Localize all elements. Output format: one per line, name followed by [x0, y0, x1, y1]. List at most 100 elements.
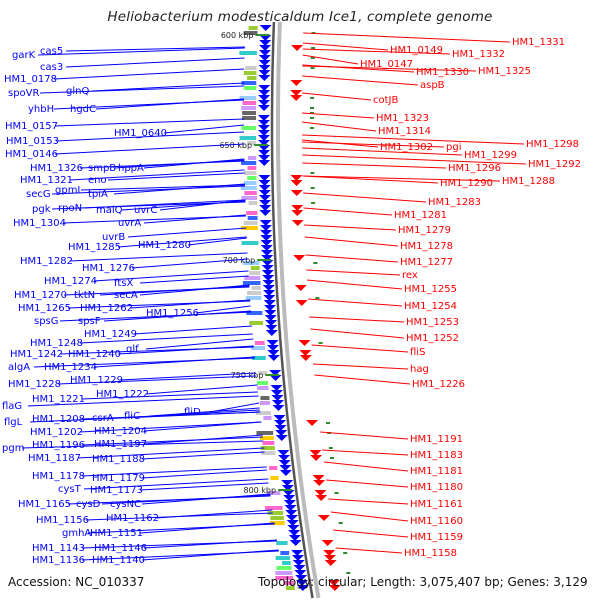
feature-block — [247, 76, 257, 80]
gc-marker — [310, 57, 315, 59]
forward-gene-label: HM1_1285 — [68, 242, 121, 253]
gc-marker — [338, 522, 343, 524]
forward-gene-arrow — [265, 325, 278, 331]
scale-tick-label: 750 kbp — [231, 371, 264, 380]
reverse-gene-label: HM1_1283 — [428, 197, 481, 208]
gc-marker — [311, 47, 316, 49]
gc-marker — [310, 112, 315, 114]
reverse-gene-arrow — [293, 255, 306, 261]
forward-gene-arrow — [281, 485, 294, 491]
forward-gene-label: HM1_1256 — [146, 308, 199, 319]
reverse-leader-line — [309, 316, 405, 323]
forward-gene-arrow — [258, 160, 271, 166]
gc-marker — [328, 447, 333, 449]
reverse-gene-arrow — [328, 585, 341, 591]
forward-gene-label: eno — [88, 175, 107, 186]
feature-block — [260, 446, 275, 450]
reverse-leader-line — [326, 479, 409, 488]
reverse-leader-line — [304, 224, 397, 231]
forward-leader-line — [141, 549, 279, 561]
reverse-gene-arrow — [312, 475, 325, 481]
scale-tick-label: 800 kbp — [243, 486, 276, 495]
forward-leader-line — [53, 68, 245, 80]
reverse-gene-label: HM1_1160 — [410, 516, 463, 527]
forward-leader-line — [139, 275, 249, 284]
forward-gene-label: cysNC — [110, 499, 141, 510]
forward-gene-label: HM1_1240 — [68, 349, 121, 360]
forward-leader-line — [83, 478, 269, 490]
forward-gene-arrow — [259, 40, 272, 46]
feature-block — [251, 346, 265, 350]
forward-gene-label: hgdC — [70, 104, 96, 115]
forward-gene-arrow — [257, 130, 270, 136]
forward-gene-arrow — [261, 265, 274, 271]
feature-block — [270, 476, 279, 480]
forward-gene-label: pgk — [32, 204, 51, 215]
feature-block — [249, 321, 264, 325]
forward-gene-arrow — [283, 500, 296, 506]
forward-leader-line — [141, 469, 267, 479]
feature-block — [243, 86, 257, 90]
forward-gene-arrow — [264, 315, 277, 321]
reverse-gene-arrow — [317, 515, 330, 521]
gc-marker — [313, 262, 318, 264]
forward-leader-line — [93, 270, 249, 282]
feature-block — [243, 171, 257, 175]
forward-gene-label: cas5 — [40, 46, 63, 57]
reverse-leader-line — [302, 175, 501, 182]
reverse-gene-arrow — [295, 300, 308, 306]
forward-gene-arrow — [292, 560, 305, 566]
reverse-leader-line — [302, 147, 463, 156]
reverse-gene-arrow — [299, 350, 312, 356]
feature-block — [246, 311, 263, 315]
reverse-leader-line — [304, 236, 399, 247]
forward-leader-line — [95, 98, 245, 110]
forward-leader-line — [209, 402, 260, 413]
reverse-gene-arrow — [294, 285, 307, 291]
forward-leader-line — [127, 227, 247, 238]
forward-gene-arrow — [266, 340, 279, 346]
forward-leader-line — [107, 172, 245, 181]
reverse-leader-line — [322, 449, 409, 456]
forward-gene-arrow — [260, 230, 273, 236]
feature-block — [241, 106, 257, 110]
feature-block — [241, 126, 256, 130]
forward-gene-label: HM1_1222 — [96, 389, 149, 400]
forward-leader-line — [79, 333, 253, 344]
forward-gene-arrow — [275, 435, 288, 441]
forward-gene-label: HM1_1321 — [20, 175, 73, 186]
reverse-gene-arrow — [323, 555, 336, 561]
feature-block — [251, 356, 266, 360]
forward-gene-label: uvrC — [134, 205, 157, 216]
forward-gene-arrow — [258, 100, 271, 106]
forward-gene-arrow — [259, 45, 272, 51]
reverse-gene-arrow — [291, 210, 304, 216]
forward-gene-label: HM1_1197 — [94, 439, 147, 450]
feature-block — [283, 581, 294, 585]
reverse-leader-line — [302, 48, 451, 55]
reverse-gene-arrow — [290, 175, 303, 181]
reverse-gene-label: HM1_1183 — [410, 450, 463, 461]
forward-gene-arrow — [258, 55, 271, 61]
forward-leader-line — [143, 434, 263, 445]
reverse-gene-label: HM1_1290 — [440, 178, 493, 189]
reverse-leader-line — [302, 154, 527, 165]
forward-gene-label: uvrA — [118, 218, 141, 229]
reverse-gene-label: HM1_1191 — [410, 434, 463, 445]
forward-gene-arrow — [278, 460, 291, 466]
reverse-gene-label: fliS — [410, 347, 425, 358]
forward-gene-arrow — [283, 495, 296, 501]
reverse-leader-line — [310, 328, 405, 339]
feature-block — [249, 271, 260, 275]
reverse-gene-label: HM1_1161 — [410, 499, 463, 510]
forward-leader-line — [187, 237, 247, 246]
reverse-gene-arrow — [313, 480, 326, 486]
forward-gene-label: HM1_1151 — [90, 528, 143, 539]
forward-gene-label: HM1_1234 — [44, 362, 97, 373]
forward-gene-label: HM1_1270 — [14, 290, 67, 301]
forward-leader-line — [141, 493, 271, 505]
forward-leader-line — [133, 325, 253, 335]
feature-block — [265, 506, 283, 510]
forward-gene-label: ftsX — [114, 278, 133, 289]
reverse-gene-arrow — [321, 540, 334, 546]
